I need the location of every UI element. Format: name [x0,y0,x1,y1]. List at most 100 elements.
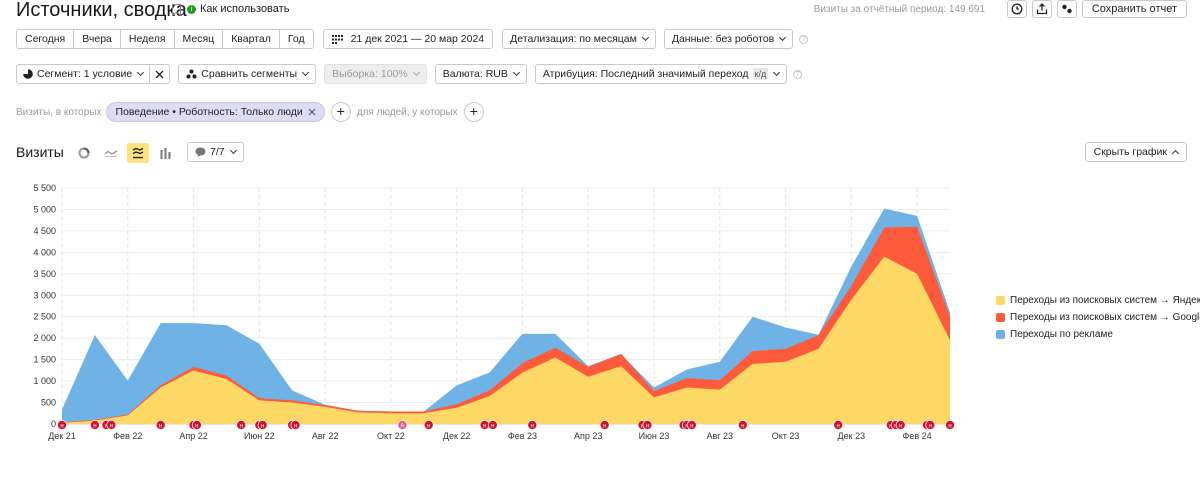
annotation-marker [106,419,117,430]
annotation-marker-label: н [240,424,243,430]
annotation-marker [57,419,68,430]
filter-chip-label: Поведение • Роботность: Только люди [115,106,303,118]
chevron-up-icon [1171,149,1180,157]
y-tick-label: 5 500 [33,183,56,193]
annotation-marker-label: н [837,424,840,430]
period-tab-today[interactable]: Сегодня [17,30,75,48]
compare-segments-button[interactable]: Сравнить сегменты [178,64,317,84]
annotation-marker-label: н [427,424,430,430]
info-icon: i [187,4,196,14]
period-tab-week[interactable]: Неделя [121,30,175,48]
chart-legend: Переходы из поисковых систем → Яндекс Пе… [996,292,1200,343]
segment-select[interactable]: Сегмент: 1 условие [16,64,151,84]
help-icon[interactable]: ? [799,34,809,44]
chevron-down-icon [412,68,420,77]
legend-swatch [996,330,1005,339]
area-series-1 [62,226,950,424]
detail-select[interactable]: Детализация: по месяцам [502,29,656,49]
hide-chart-button[interactable]: Скрыть график [1084,142,1187,162]
attribution-badge: к/д [752,68,769,80]
x-tick-label: Фев 22 [113,431,142,441]
attribution-select[interactable]: Атрибуция: Последний значимый переход к/… [534,64,788,84]
add-people-filter-button[interactable]: + [463,102,484,122]
annotation-marker [191,419,202,430]
filter-prefix-label: Визиты, в которых [16,106,102,118]
period-tab-quarter[interactable]: Квартал [223,30,280,48]
x-tick-label: Авг 23 [706,431,733,441]
line-chart-view-button[interactable] [100,143,122,163]
segment-clear-button[interactable] [150,64,171,84]
filter-chip[interactable]: Поведение • Роботность: Только люди [106,102,325,122]
export-icon [1036,3,1048,15]
legend-item-google[interactable]: Переходы из поисковых систем → Google [996,309,1200,326]
stacked-area-icon [132,147,144,159]
chevron-down-icon [302,68,310,77]
x-tick-label: Апр 22 [179,431,207,441]
date-range-picker[interactable]: 21 дек 2021 — 20 мар 2024 [322,29,494,49]
annotation-marker [925,419,936,430]
x-tick-label: Окт 22 [377,431,405,441]
compare-segments-label: Сравнить сегменты [201,68,298,80]
annotation-marker-label: А [400,424,404,430]
attribution-label: Атрибуция: Последний значимый переход [542,68,749,80]
save-report-button[interactable]: Сохранить отчет [1081,0,1187,18]
area-series-2 [62,208,950,424]
y-tick-label: 2 000 [33,333,56,343]
annotation-marker [895,419,906,430]
annotation-marker [89,419,100,430]
annotation-marker-label: н [690,424,693,430]
pie-chart-view-button[interactable] [73,143,95,163]
legend-item-ads[interactable]: Переходы по рекламе [996,326,1200,343]
chevron-down-icon [773,68,781,77]
annotation-marker [290,419,301,430]
bar-chart-icon [160,147,170,159]
annotation-marker [599,419,610,430]
data-mode-select[interactable]: Данные: без роботов [663,29,794,49]
stacked-area-view-button[interactable] [127,143,149,163]
annotation-marker [155,419,166,430]
segment-pie-icon [23,69,33,79]
x-tick-label: Дек 21 [48,431,76,441]
data-mode-label: Данные: без роботов [671,33,775,45]
x-tick-label: Фев 23 [508,431,537,441]
annotation-marker-label: н [195,424,198,430]
annotation-marker-label: н [641,424,644,430]
visits-chart: 0 500 1 000 1 500 2 000 2 500 3 000 3 500 4 000 4… [33,183,956,441]
annotation-marker [945,419,956,430]
y-tick-label: 4 500 [33,226,56,236]
add-filter-button[interactable]: + [330,102,351,122]
annotation-marker-label: н [261,424,264,430]
close-icon[interactable] [308,108,316,116]
settings-icon [1062,4,1072,14]
x-tick-label: Июн 22 [244,431,275,441]
chart-section-title: Визиты [16,144,64,160]
annotation-marker-label: н [60,424,63,430]
series-counter-select[interactable]: 7/7 [187,142,244,162]
help-icon[interactable]: ? [793,69,803,79]
currency-select[interactable]: Валюта: RUB [434,64,527,84]
annotation-marker-label: н [110,424,113,430]
how-to-use-link[interactable]: i Как использовать [187,3,289,15]
bookmark-icon[interactable] [172,4,181,16]
export-button[interactable] [1032,0,1052,18]
annotation-marker-label: н [105,424,108,430]
y-tick-label: 4 000 [33,247,56,257]
how-to-use-label: Как использовать [200,3,290,15]
compare-icon [186,69,197,79]
legend-item-yandex[interactable]: Переходы из поисковых систем → Яндекс [996,292,1200,309]
x-tick-label: Дек 22 [443,431,471,441]
annotation-marker-label: н [685,424,688,430]
period-tab-month[interactable]: Месяц [175,30,224,48]
currency-label: Валюта: RUB [442,68,508,80]
share-button[interactable] [1057,0,1077,18]
period-tab-yesterday[interactable]: Вчера [74,30,121,48]
history-button[interactable] [1007,0,1027,18]
bar-chart-view-button[interactable] [154,143,176,163]
annotation-marker [642,419,653,430]
y-tick-label: 1 500 [33,355,56,365]
chevron-down-icon [779,33,787,42]
chevron-down-icon [229,146,237,155]
legend-label: Переходы из поисковых систем → Google [1010,312,1200,323]
x-tick-label: Окт 23 [772,431,800,441]
period-tab-year[interactable]: Год [287,33,305,45]
